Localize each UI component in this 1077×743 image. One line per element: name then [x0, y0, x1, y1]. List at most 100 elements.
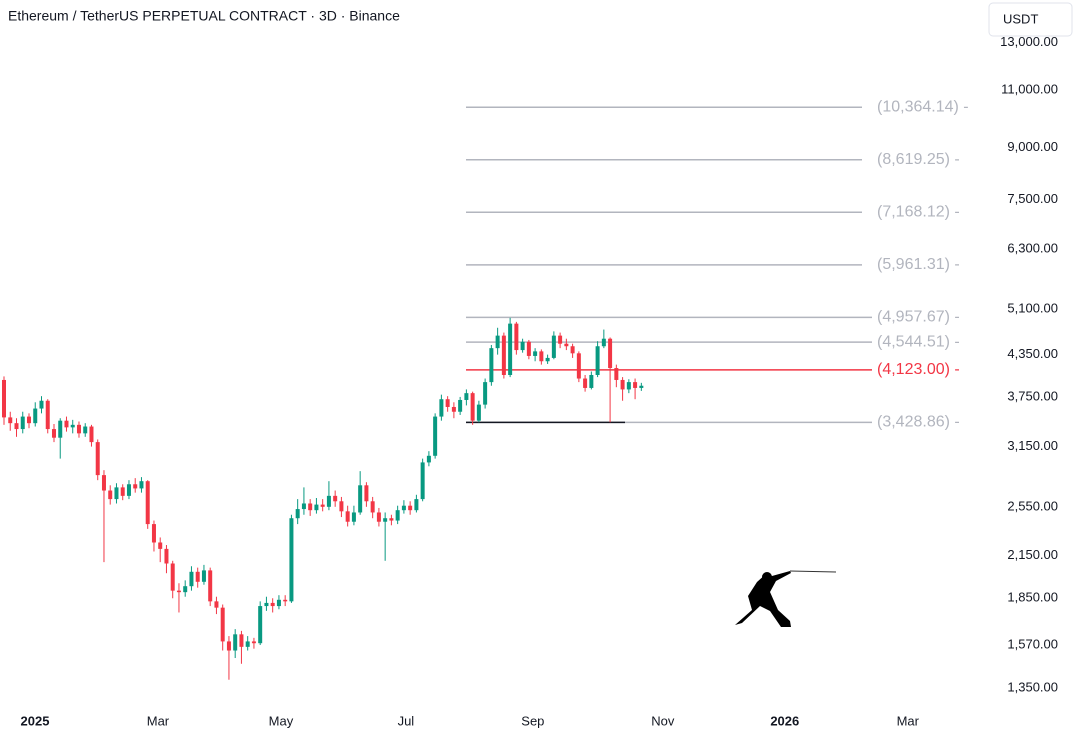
candle-body: [601, 338, 606, 347]
candle-body: [351, 512, 356, 522]
candle-body: [545, 357, 550, 362]
level-label: (4,544.51) -: [877, 333, 960, 350]
candle-body: [239, 634, 244, 647]
candle-body: [520, 341, 525, 351]
candle-body: [258, 606, 263, 644]
candle-body: [14, 423, 19, 430]
candle-body: [170, 563, 175, 591]
x-tick-label: Sep: [521, 713, 544, 728]
candle-body: [608, 338, 613, 369]
candle-body: [395, 510, 400, 521]
candle-body: [295, 509, 300, 519]
candle-body: [45, 400, 50, 430]
candle-body: [8, 417, 13, 424]
candle-body: [70, 424, 75, 428]
candle-body: [276, 599, 281, 607]
candle-body: [64, 420, 69, 428]
y-tick-label: 3,150.00: [1007, 438, 1058, 453]
candle-body: [483, 382, 488, 405]
candle-body: [320, 504, 325, 507]
level-label: (5,961.31) -: [877, 256, 960, 273]
candle-body: [245, 641, 250, 647]
candle-body: [464, 393, 469, 400]
candle-body: [333, 495, 338, 502]
candle-body: [426, 455, 431, 463]
candle-body: [433, 416, 438, 456]
level-label: (10,364.14) -: [877, 98, 969, 115]
x-tick-label: Mar: [897, 713, 920, 728]
candle-body: [251, 641, 256, 644]
candle-body: [264, 602, 269, 607]
candle-body: [145, 481, 150, 525]
candle-body: [558, 335, 563, 344]
candle-body: [20, 416, 25, 430]
candle-body: [576, 353, 581, 379]
candle-body: [401, 505, 406, 511]
y-tick-label: 11,000.00: [1001, 82, 1058, 97]
level-label: (3,428.86) -: [877, 414, 960, 431]
level-label: (8,619.25) -: [877, 151, 960, 168]
currency-label[interactable]: USDT: [1003, 11, 1038, 26]
candle-body: [570, 346, 575, 354]
chart-title: Ethereum / TetherUS PERPETUAL CONTRACT ·…: [8, 8, 400, 24]
candle-body: [201, 570, 206, 582]
fencer-blade: [789, 570, 837, 573]
candle-body: [195, 571, 200, 582]
candle-body: [176, 590, 181, 593]
candle-body: [108, 490, 113, 500]
candle-body: [495, 335, 500, 349]
candle-body: [58, 420, 63, 438]
candle-body: [214, 601, 219, 608]
candle-body: [514, 323, 519, 351]
candle-body: [314, 504, 319, 511]
candle-body: [95, 442, 100, 476]
x-tick-label: Nov: [651, 713, 675, 728]
candle-body: [589, 374, 594, 388]
candle-body: [120, 487, 125, 496]
candle-body: [626, 382, 631, 390]
candle-body: [383, 518, 388, 522]
candle-body: [226, 641, 231, 651]
candle-body: [476, 404, 481, 421]
candle-body: [308, 503, 313, 511]
x-tick-label: 2025: [21, 713, 50, 728]
candle-body: [526, 341, 531, 356]
y-tick-label: 1,850.00: [1007, 590, 1058, 605]
candle-body: [1, 379, 6, 418]
candle-body: [133, 484, 138, 489]
candle-body: [370, 501, 375, 513]
candle-body: [26, 416, 31, 424]
candle-body: [408, 505, 413, 511]
candle-body: [533, 351, 538, 356]
candle-body: [389, 518, 394, 521]
y-tick-label: 4,350.00: [1007, 346, 1058, 361]
candle-body: [101, 475, 106, 491]
candle-body: [289, 518, 294, 602]
y-tick-label: 6,300.00: [1007, 241, 1058, 256]
level-label: (4,957.67) -: [877, 309, 960, 326]
x-tick-label: Mar: [147, 713, 170, 728]
candle-body: [583, 378, 588, 388]
candle-body: [208, 570, 213, 602]
candle-body: [358, 485, 363, 513]
candle-body: [595, 346, 600, 375]
candle-body: [220, 607, 225, 642]
candle-body: [639, 385, 644, 388]
candle-body: [564, 343, 569, 347]
candle-body: [445, 399, 450, 407]
candle-body: [508, 323, 513, 375]
candle-body: [233, 634, 238, 651]
candle-body: [76, 424, 81, 434]
candle-body: [326, 495, 331, 507]
candle-body: [614, 368, 619, 380]
x-tick-label: May: [269, 713, 294, 728]
candle-body: [633, 382, 638, 388]
candle-body: [39, 400, 44, 409]
candle-body: [139, 481, 144, 489]
candle-body: [183, 586, 188, 593]
y-tick-label: 3,750.00: [1007, 388, 1058, 403]
candle-body: [83, 426, 88, 434]
fencer-head: [762, 572, 772, 582]
currency-button[interactable]: [988, 2, 1073, 37]
